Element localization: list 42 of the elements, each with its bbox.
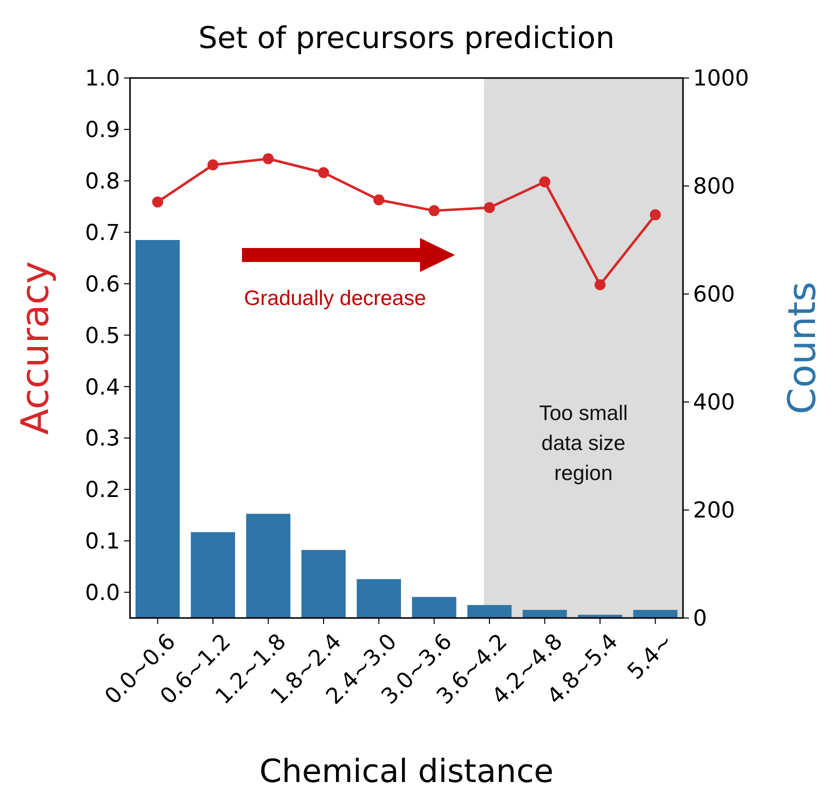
bar [190,532,236,618]
y-axis-title: Accuracy [13,261,57,435]
point [428,205,440,216]
point [594,279,606,290]
y2-tick-label: 0 [693,606,707,632]
bar [633,610,678,618]
band-label: Too small data size region [539,402,628,485]
point [262,153,274,164]
bar [356,579,401,618]
y-tick-label: 0.7 [85,220,120,246]
y2-axis-title: Counts [780,282,824,414]
y-tick-label: 0.5 [85,324,120,349]
y-tick-label: 0.8 [85,170,120,195]
y-tick-label: 0.1 [85,530,120,555]
y2-tick-label: 400 [693,390,735,416]
y2-tick-label: 800 [693,174,735,200]
bar [412,596,456,618]
y-tick-label: 0.4 [85,375,120,400]
y-tick-label: 0.0 [85,580,120,606]
bar [467,605,512,618]
point [152,196,164,208]
bar [246,514,290,618]
y-tick-label: 0.2 [85,478,120,504]
y-tick-label: 0.3 [85,426,120,452]
point [207,159,218,170]
y-tick-label: 0.6 [85,272,120,298]
y-tick-label: 1.0 [85,66,120,92]
y2-tick-label: 1000 [693,66,749,92]
x-axis-title: Chemical distance [259,752,554,790]
chart-title: Set of precursors prediction [198,21,615,56]
point [484,202,495,214]
annotation: Gradually decrease [244,287,426,310]
y-tick-label: 0.9 [85,118,120,144]
bar [136,240,180,618]
point [318,167,330,178]
bar [522,610,567,618]
bar [301,550,346,618]
point [373,194,384,206]
y2-tick-label: 200 [693,498,735,524]
point [539,176,550,188]
y2-tick-label: 600 [693,282,735,308]
point [650,209,661,220]
